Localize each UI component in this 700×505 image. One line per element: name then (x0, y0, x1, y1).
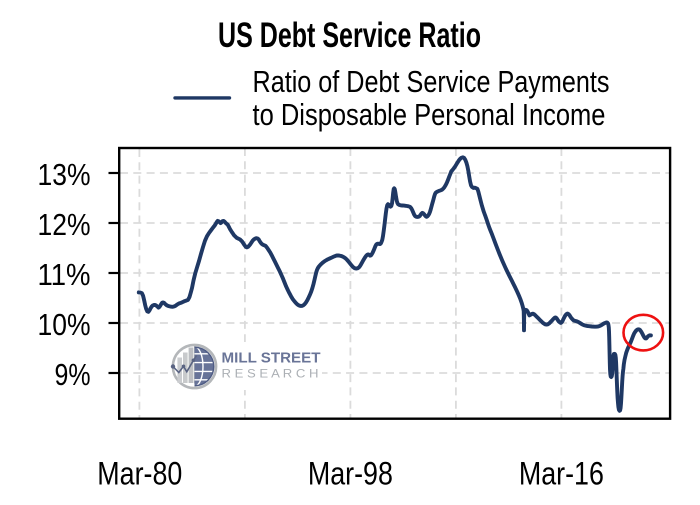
svg-text:Mar-16: Mar-16 (519, 456, 604, 492)
svg-text:9%: 9% (55, 357, 91, 392)
svg-text:MILL STREET: MILL STREET (222, 351, 321, 367)
svg-text:Mar-98: Mar-98 (308, 456, 393, 492)
svg-text:12%: 12% (38, 207, 91, 242)
svg-text:11%: 11% (38, 257, 91, 292)
svg-text:Ratio of Debt Service Payments: Ratio of Debt Service Payments (253, 64, 610, 99)
svg-text:13%: 13% (38, 157, 91, 192)
svg-text:10%: 10% (38, 307, 91, 342)
svg-text:R E S E A R C H: R E S E A R C H (222, 367, 319, 381)
svg-text:Mar-80: Mar-80 (97, 456, 182, 492)
svg-text:to Disposable Personal Income: to Disposable Personal Income (253, 97, 606, 132)
svg-text:US Debt Service Ratio: US Debt Service Ratio (218, 16, 481, 55)
